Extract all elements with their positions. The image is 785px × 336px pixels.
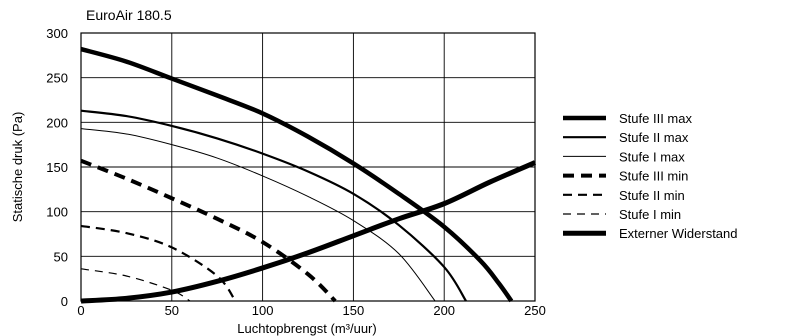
series-line-stufe-i-max xyxy=(80,128,436,302)
series-line-stufe-ii-min xyxy=(80,224,237,302)
y-axis-label: Statische druk (Pa) xyxy=(10,112,25,223)
series-line-stufe-i-min xyxy=(80,268,191,302)
x-tick-label: 250 xyxy=(524,303,546,318)
x-tick-label: 50 xyxy=(165,303,179,318)
y-tick-label: 50 xyxy=(54,249,68,264)
series-line-stufe-ii-max xyxy=(80,109,467,302)
y-tick-label: 150 xyxy=(46,160,68,175)
tick-labels: 0 50 100 150 200 250 0 50 100 150 200 250 300 xyxy=(46,26,546,318)
legend-label-stufe-i-max: Stufe I max xyxy=(619,149,685,164)
legend-label-stufe-iii-max: Stufe III max xyxy=(619,111,692,126)
y-tick-label: 100 xyxy=(46,205,68,220)
series-line-stufe-iii-max xyxy=(80,46,514,303)
legend-label-stufe-i-min: Stufe I min xyxy=(619,207,681,222)
x-tick-label: 100 xyxy=(252,303,274,318)
y-tick-label: 300 xyxy=(46,26,68,41)
chart-title: EuroAir 180.5 xyxy=(86,7,172,23)
series-lines xyxy=(80,46,536,304)
y-tick-label: 250 xyxy=(46,71,68,86)
series-line-externer-widerstand xyxy=(80,160,536,304)
legend-label-stufe-ii-max: Stufe II max xyxy=(619,130,689,145)
y-tick-label: 200 xyxy=(46,115,68,130)
series-line-stufe-iii-min xyxy=(80,158,337,303)
plot-frame xyxy=(80,32,536,302)
x-axis-label: Luchtopbrengst (m³/uur) xyxy=(237,321,376,336)
x-tick-label: 0 xyxy=(77,303,84,318)
legend-label-stufe-iii-min: Stufe III min xyxy=(619,169,688,184)
y-tick-label: 0 xyxy=(61,294,68,309)
x-tick-label: 150 xyxy=(343,303,365,318)
x-tick-label: 200 xyxy=(433,303,455,318)
legend-label-externer-widerstand: Externer Widerstand xyxy=(619,226,738,241)
legend: Stufe III max Stufe II max Stufe I max Stuf… xyxy=(563,111,738,241)
legend-label-stufe-ii-min: Stufe II min xyxy=(619,188,685,203)
gridlines xyxy=(80,32,536,302)
